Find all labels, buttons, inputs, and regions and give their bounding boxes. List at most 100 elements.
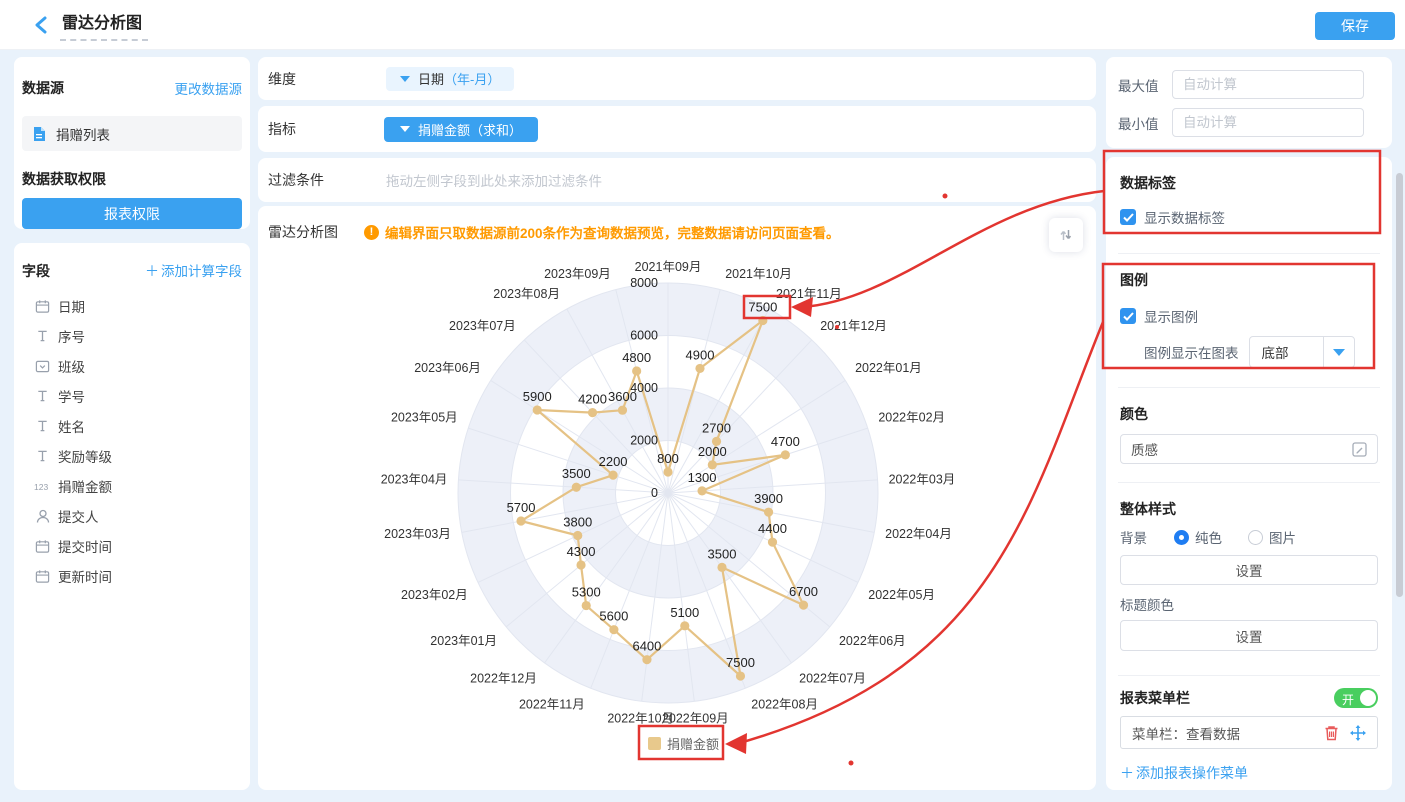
field-label: 奖励等级 bbox=[58, 450, 112, 465]
metric-chip[interactable]: 捐赠金额（求和） bbox=[384, 116, 539, 142]
svg-text:123: 123 bbox=[34, 481, 48, 491]
preview-warning: ! 编辑界面只取数据源前200条作为查询数据预览，完整数据请访问页面查看。 bbox=[364, 222, 840, 242]
field-label: 班级 bbox=[58, 360, 85, 375]
datasource-item[interactable]: 捐赠列表 bbox=[22, 116, 242, 151]
svg-text:2023年09月: 2023年09月 bbox=[544, 267, 611, 281]
warning-icon: ! bbox=[364, 224, 379, 240]
svg-text:2022年11月: 2022年11月 bbox=[519, 698, 585, 712]
color-theme-select[interactable]: 质感 bbox=[1120, 434, 1378, 464]
back-button[interactable] bbox=[28, 12, 54, 38]
svg-text:2023年04月: 2023年04月 bbox=[381, 472, 448, 486]
show-data-label-row: 显示数据标签 bbox=[1120, 207, 1378, 227]
save-button[interactable]: 保存 bbox=[1315, 12, 1395, 40]
report-permission-button[interactable]: 报表权限 bbox=[22, 198, 242, 229]
svg-text:2021年11月: 2021年11月 bbox=[776, 287, 842, 301]
plus-icon: ＋ bbox=[1120, 765, 1134, 781]
change-datasource-link[interactable]: 更改数据源 bbox=[174, 82, 243, 97]
radio-selected-icon bbox=[1174, 529, 1189, 545]
text-icon bbox=[34, 389, 51, 403]
field-label: 提交人 bbox=[58, 510, 99, 525]
field-item[interactable]: 序号 bbox=[22, 321, 242, 351]
title-color-set-button[interactable]: 设置 bbox=[1120, 620, 1378, 651]
toggle-knob bbox=[1360, 690, 1376, 706]
background-set-button[interactable]: 设置 bbox=[1120, 555, 1378, 585]
svg-text:2021年12月: 2021年12月 bbox=[820, 319, 887, 333]
svg-text:6400: 6400 bbox=[632, 639, 661, 654]
svg-text:7500: 7500 bbox=[726, 655, 755, 670]
svg-text:2023年03月: 2023年03月 bbox=[384, 527, 451, 541]
field-item[interactable]: 提交时间 bbox=[22, 531, 242, 561]
chevron-down-icon bbox=[1322, 337, 1354, 367]
svg-text:6000: 6000 bbox=[630, 329, 658, 343]
svg-text:2000: 2000 bbox=[698, 444, 727, 459]
field-label: 更新时间 bbox=[58, 570, 112, 585]
trash-icon[interactable] bbox=[1324, 725, 1339, 741]
legend-item[interactable]: 捐赠金额 bbox=[648, 734, 719, 753]
svg-text:5700: 5700 bbox=[507, 500, 536, 515]
field-item[interactable]: 奖励等级 bbox=[22, 441, 242, 471]
dimension-label: 维度 bbox=[268, 70, 296, 87]
svg-text:1300: 1300 bbox=[688, 470, 717, 485]
min-value-input[interactable] bbox=[1172, 108, 1364, 137]
show-legend-row: 显示图例 bbox=[1120, 306, 1378, 326]
svg-text:2022年06月: 2022年06月 bbox=[839, 634, 906, 648]
field-item[interactable]: 姓名 bbox=[22, 411, 242, 441]
field-label: 学号 bbox=[58, 390, 85, 405]
svg-text:4800: 4800 bbox=[622, 350, 651, 365]
fields-title: 字段 bbox=[22, 262, 50, 279]
add-calc-field-link[interactable]: ＋添加计算字段 bbox=[145, 263, 242, 279]
svg-text:2022年08月: 2022年08月 bbox=[751, 698, 818, 712]
calendar-icon bbox=[34, 299, 51, 314]
person-icon bbox=[34, 509, 51, 524]
svg-text:2022年12月: 2022年12月 bbox=[470, 671, 537, 685]
field-item[interactable]: 班级 bbox=[22, 351, 242, 381]
legend-label: 捐赠金额 bbox=[667, 737, 720, 752]
svg-text:2200: 2200 bbox=[599, 454, 628, 469]
dimension-chip[interactable]: 日期 （年-月） bbox=[386, 66, 515, 91]
document-icon bbox=[31, 126, 47, 142]
radio-image[interactable]: 图片 bbox=[1248, 527, 1296, 547]
permission-title: 数据获取权限 bbox=[22, 171, 106, 187]
scrollbar-thumb[interactable] bbox=[1396, 173, 1403, 597]
max-value-input[interactable] bbox=[1172, 70, 1364, 99]
axis-range-panel: 最大值 最小值 bbox=[1106, 57, 1392, 148]
field-label: 日期 bbox=[58, 300, 85, 315]
svg-text:2022年05月: 2022年05月 bbox=[868, 588, 935, 602]
filter-placeholder: 拖动左侧字段到此处来添加过滤条件 bbox=[386, 174, 602, 189]
move-icon[interactable] bbox=[1350, 724, 1366, 741]
edit-icon bbox=[1352, 441, 1367, 457]
text-icon bbox=[34, 329, 51, 343]
datasource-panel: 数据源 更改数据源 捐赠列表 数据获取权限 报表权限 bbox=[14, 57, 250, 229]
svg-text:3900: 3900 bbox=[754, 491, 783, 506]
field-item[interactable]: 提交人 bbox=[22, 501, 242, 531]
svg-text:5300: 5300 bbox=[572, 585, 601, 600]
svg-text:800: 800 bbox=[657, 451, 679, 466]
field-item[interactable]: 学号 bbox=[22, 381, 242, 411]
field-item[interactable]: 更新时间 bbox=[22, 561, 242, 591]
svg-text:4300: 4300 bbox=[567, 544, 596, 559]
svg-text:2021年10月: 2021年10月 bbox=[725, 267, 792, 281]
svg-text:5900: 5900 bbox=[523, 389, 552, 404]
report-menu-toggle[interactable]: 开 bbox=[1334, 688, 1378, 708]
svg-text:2022年01月: 2022年01月 bbox=[855, 361, 922, 375]
legend-position-select[interactable]: 底部 bbox=[1248, 336, 1355, 368]
show-data-label-checkbox[interactable] bbox=[1120, 209, 1136, 225]
field-item[interactable]: 日期 bbox=[22, 291, 242, 321]
field-item[interactable]: 123 捐赠金额 bbox=[22, 471, 242, 501]
field-label: 捐赠金额 bbox=[58, 480, 112, 495]
menu-bar-item[interactable]: 菜单栏：查看数据 bbox=[1120, 716, 1378, 749]
svg-text:3500: 3500 bbox=[708, 546, 737, 561]
field-label: 提交时间 bbox=[58, 540, 112, 555]
svg-text:2022年09月: 2022年09月 bbox=[662, 711, 729, 725]
svg-text:5100: 5100 bbox=[670, 605, 699, 620]
filter-row[interactable]: 过滤条件 拖动左侧字段到此处来添加过滤条件 bbox=[258, 158, 1096, 202]
svg-text:2022年03月: 2022年03月 bbox=[889, 472, 956, 486]
show-legend-checkbox[interactable] bbox=[1120, 308, 1136, 324]
svg-text:5600: 5600 bbox=[599, 609, 628, 624]
radio-solid-color[interactable]: 纯色 bbox=[1174, 527, 1222, 547]
fields-panel: 字段 ＋添加计算字段 日期序号班级学号姓名奖励等级 123 捐赠金额提交人提交时间更… bbox=[14, 243, 250, 790]
svg-text:2023年05月: 2023年05月 bbox=[391, 411, 458, 425]
legend-position-label: 图例显示在图表 bbox=[1144, 346, 1239, 361]
check-icon bbox=[1122, 311, 1134, 321]
add-report-menu-link[interactable]: ＋添加报表操作菜单 bbox=[1120, 765, 1248, 781]
